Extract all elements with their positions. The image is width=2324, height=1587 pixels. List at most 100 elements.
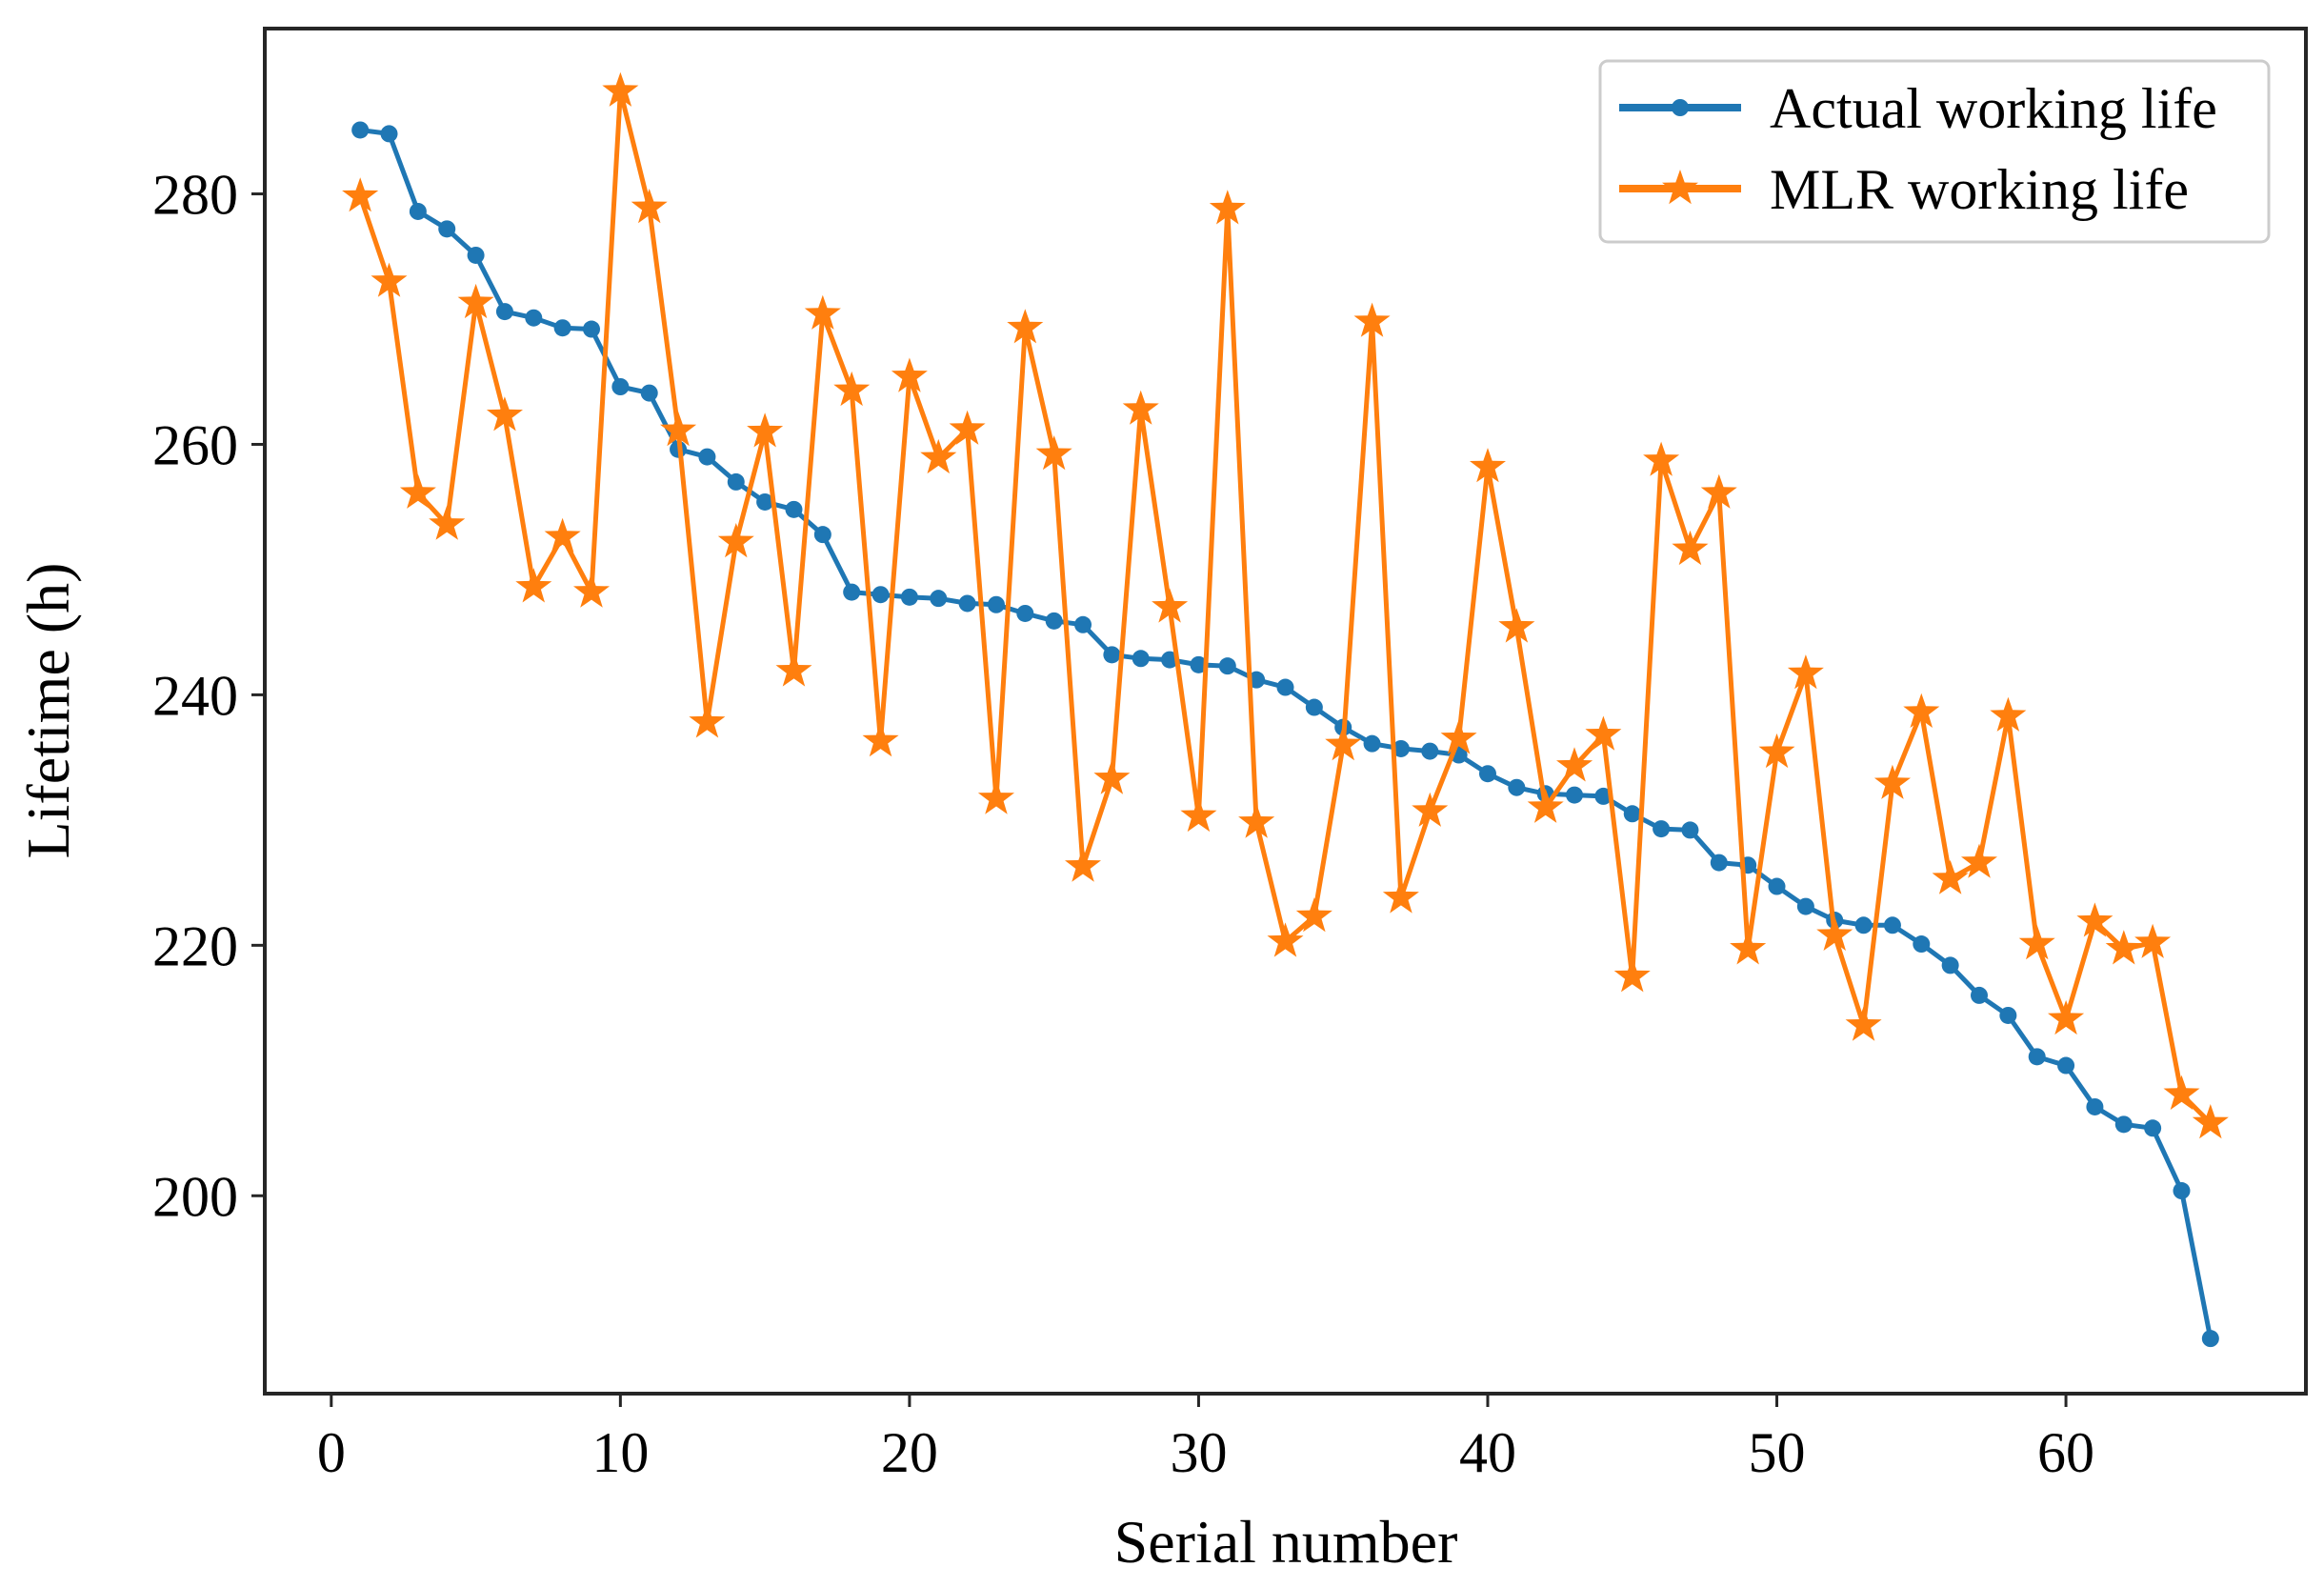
data-point-actual [930, 590, 948, 608]
legend-marker-shape [1662, 170, 1698, 205]
data-point-mlr [660, 412, 697, 447]
y-tick-label: 260 [152, 413, 238, 476]
data-point-mlr [1700, 473, 1737, 509]
data-point-mlr [1065, 847, 1101, 882]
plot-frame [263, 27, 2308, 1396]
y-axis-title: Lifetime (h) [14, 563, 82, 859]
data-point-mlr [747, 412, 784, 448]
legend: Actual working life MLR working life [1598, 59, 2271, 244]
legend-marker-shape [1672, 99, 1689, 116]
data-point-mlr [457, 283, 494, 319]
data-point-mlr [2076, 902, 2114, 937]
data-point-actual [1913, 935, 1931, 954]
data-point-actual [1941, 956, 1959, 974]
data-point-mlr [1758, 733, 1795, 769]
data-point-mlr [1672, 530, 1709, 566]
data-point-mlr [2018, 925, 2055, 960]
data-point-mlr [717, 523, 754, 558]
data-point-mlr [1961, 843, 1997, 878]
data-point-actual [958, 594, 976, 613]
x-tick-label: 60 [2037, 1421, 2094, 1484]
data-point-mlr [1556, 747, 1593, 782]
data-point-actual [2114, 1115, 2133, 1134]
data-point-actual [2086, 1097, 2104, 1115]
data-point-mlr [1730, 930, 1767, 965]
data-point-mlr [1932, 859, 1969, 894]
data-point-mlr [2192, 1104, 2229, 1139]
data-point-actual [409, 202, 427, 220]
data-point-mlr [602, 71, 639, 107]
data-point-mlr [2048, 999, 2085, 1035]
data-point-mlr [1498, 608, 1535, 643]
data-point-actual [640, 384, 658, 402]
data-point-actual [495, 303, 513, 321]
data-point-mlr [1845, 1006, 1882, 1041]
data-point-mlr [544, 517, 581, 552]
data-point-actual [1594, 787, 1613, 805]
data-point-mlr [1295, 897, 1332, 933]
data-point-mlr [486, 396, 523, 432]
data-point-mlr [573, 573, 610, 608]
data-point-actual [1218, 657, 1236, 675]
data-point-actual [1768, 877, 1786, 895]
data-point-actual [1103, 646, 1121, 664]
data-point-actual [1190, 655, 1208, 673]
y-tick-label: 240 [152, 664, 238, 727]
data-point-mlr [1412, 792, 1449, 827]
data-point-actual [583, 320, 601, 338]
legend-marker-actual [1672, 99, 1689, 116]
data-point-actual [1045, 612, 1063, 630]
x-tick-label: 0 [317, 1421, 346, 1484]
data-point-actual [843, 583, 861, 601]
data-point-mlr [2134, 923, 2172, 958]
data-point-mlr [1440, 719, 1477, 754]
data-point-actual [1883, 916, 1901, 934]
x-tick-label: 50 [1749, 1421, 1806, 1484]
y-tick-label: 220 [152, 914, 238, 977]
data-point-mlr [631, 189, 668, 224]
data-point-mlr [1093, 759, 1131, 794]
data-point-actual [872, 586, 890, 604]
data-point-mlr [1527, 788, 1564, 823]
data-point-actual [1478, 765, 1496, 783]
data-point-actual [1305, 698, 1323, 716]
data-point-actual [1999, 1006, 2017, 1024]
data-point-mlr [1613, 957, 1651, 993]
legend-label-mlr: MLR working life [1770, 158, 2189, 221]
data-point-mlr [1873, 764, 1911, 799]
data-point-mlr [804, 294, 841, 330]
data-point-actual [1796, 897, 1814, 915]
x-tick-label: 20 [881, 1421, 938, 1484]
data-point-actual [1392, 739, 1410, 757]
data-point-actual [1363, 734, 1381, 753]
data-point-actual [1132, 650, 1150, 668]
data-point-actual [785, 500, 803, 518]
data-point-mlr [977, 779, 1014, 814]
data-point-actual [1854, 916, 1873, 934]
data-point-mlr [1035, 435, 1072, 471]
x-axis-title: Serial number [1114, 1508, 1458, 1576]
legend-frame [1598, 59, 2271, 244]
data-point-actual [525, 309, 543, 327]
data-point-mlr [1470, 448, 1506, 483]
data-point-mlr [1209, 190, 1246, 225]
legend-marker-mlr [1662, 170, 1698, 205]
data-point-mlr [775, 652, 812, 687]
data-point-mlr [1382, 878, 1419, 914]
data-point-actual [1681, 821, 1699, 839]
data-point-actual [1710, 854, 1728, 872]
data-point-mlr [862, 722, 899, 757]
data-point-mlr [1238, 803, 1275, 838]
x-tick-label: 40 [1459, 1421, 1516, 1484]
data-point-actual [813, 526, 831, 544]
data-point-mlr [920, 438, 957, 474]
data-point-mlr [1325, 726, 1362, 761]
data-point-actual [1623, 805, 1641, 823]
data-point-mlr [1353, 302, 1391, 337]
data-point-actual [351, 121, 370, 139]
data-point-actual [467, 246, 485, 264]
data-point-actual [1508, 778, 1526, 796]
data-point-mlr [833, 371, 871, 407]
y-tick-label: 280 [152, 164, 238, 227]
